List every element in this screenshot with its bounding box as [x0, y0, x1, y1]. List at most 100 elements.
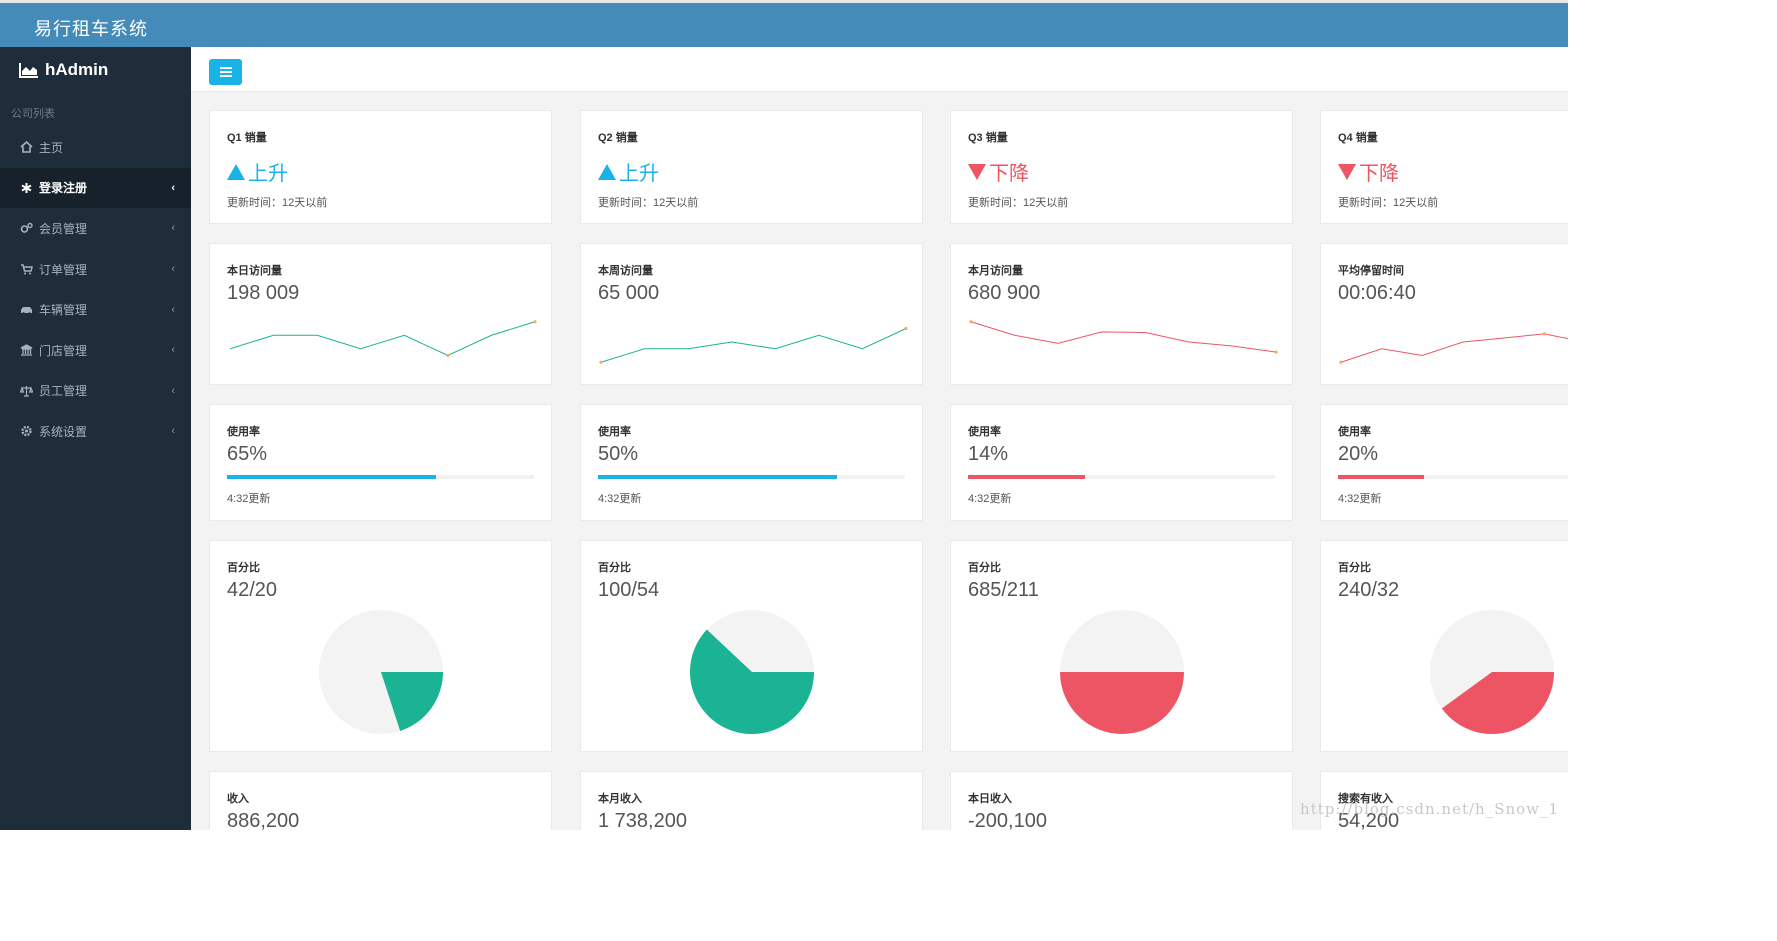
sidebar-item-label: 车辆管理: [39, 303, 88, 318]
usage-card: 使用率 65% 4:32更新: [209, 404, 552, 521]
triangle-down-icon: [968, 163, 986, 180]
chevron-left-icon: ‹: [171, 384, 175, 397]
sparkline-chart: [969, 320, 1278, 354]
sales-card: Q4 销量下降更新时间：12天以前: [1320, 110, 1568, 224]
sidebar-menu: 主页 登录注册 ‹ 会员管理 ‹ 订单管理 ‹ 车辆管理 ‹ 门店管理 ‹ 员工管理 ‹ 系统设置 ‹: [0, 127, 191, 452]
usage-value: 50%: [598, 443, 639, 465]
sidebar-item-2[interactable]: 会员管理 ‹: [0, 208, 191, 249]
sparkline-line: [970, 321, 1277, 353]
hamburger-icon: [219, 65, 232, 80]
content-header: [191, 47, 1568, 92]
percent-card: 百分比 100/54: [580, 540, 923, 752]
sparkline-line: [600, 328, 907, 363]
sidebar-item-5[interactable]: 门店管理 ‹: [0, 330, 191, 371]
usage-card: 使用率 14% 4:32更新: [950, 404, 1293, 521]
sales-card: Q1 销量上升更新时间：12天以前: [209, 110, 552, 224]
trend-label: 下降: [989, 163, 1029, 185]
pie-slice-value: [1060, 672, 1184, 734]
percent-value: 100/54: [598, 579, 660, 601]
card-title: 搜索有收入: [1338, 793, 1393, 805]
percent-value: 240/32: [1338, 579, 1400, 601]
card-title: 本日收入: [968, 793, 1012, 805]
bank-icon: [19, 343, 33, 357]
card-title: 使用率: [227, 426, 260, 438]
sparkline-point: [1274, 350, 1278, 354]
pie-chart: [319, 610, 443, 734]
percent-card: 百分比 42/20: [209, 540, 552, 752]
visits-card: 本月访问量 680 900: [950, 243, 1293, 385]
chevron-left-icon: ‹: [171, 303, 175, 316]
sales-card: Q2 销量 上升 更新时间：12天以前: [580, 110, 923, 224]
chevron-left-icon: ‹: [171, 263, 175, 276]
progress-fill: [598, 475, 838, 479]
app-frame: 易行租车系统 hAdmin 公司列表 主页 登录注册 ‹ 会员管理 ‹ 订单管理 ‹ 车辆管理…: [0, 0, 1568, 830]
progress-track: [968, 475, 1275, 479]
sidebar-item-label: 登录注册: [39, 181, 88, 196]
pie-chart: [690, 610, 814, 734]
trend-indicator: 上升: [227, 157, 288, 186]
card-title: 本日访问量: [227, 265, 282, 277]
asterisk-icon: [19, 181, 33, 195]
usage-card: 使用率 50% 4:32更新: [580, 404, 923, 521]
progress-fill: [968, 475, 1085, 479]
pie-chart: [1430, 610, 1554, 734]
trend-indicator: 下降: [968, 157, 1029, 186]
visits-card: 平均停留时间 00:06:40: [1320, 243, 1568, 385]
update-time: 4:32更新: [1338, 493, 1382, 505]
income-card: 本日收入 -200,100: [950, 771, 1293, 830]
card-title: Q4 销量: [1338, 132, 1378, 144]
area-chart-icon: [19, 62, 39, 78]
card-title: 使用率: [598, 426, 631, 438]
pie-slice-value: [690, 629, 814, 734]
sidebar-section-label: 公司列表: [11, 108, 55, 120]
sparkline-chart: [229, 320, 537, 358]
update-time: 更新时间：12天以前: [227, 197, 328, 209]
progress-track: [1338, 475, 1568, 479]
progress-track: [598, 475, 905, 479]
sparkline-point: [1339, 360, 1343, 364]
sidebar-item-label: 订单管理: [39, 262, 88, 277]
triangle-up-icon: [227, 163, 245, 180]
home-icon: [19, 140, 33, 154]
sidebar-item-0[interactable]: 主页: [0, 127, 191, 168]
gear-icon: [19, 424, 33, 438]
pie-slice-value: [1441, 672, 1554, 734]
chevron-left-icon: ‹: [171, 344, 175, 357]
triangle-up-icon: [598, 163, 616, 180]
sidebar-item-3[interactable]: 订单管理 ‹: [0, 249, 191, 290]
trend-label: 下降: [1359, 163, 1399, 185]
update-time: 4:32更新: [227, 493, 271, 505]
pie-slice-value: [381, 672, 443, 731]
update-time: 4:32更新: [598, 493, 642, 505]
triangle-down-icon: [1338, 163, 1356, 180]
percent-value: 42/20: [227, 579, 278, 601]
income-card: 本月收入 1 738,200: [580, 771, 923, 830]
chevron-left-icon: ‹: [171, 181, 175, 194]
sidebar-item-6[interactable]: 员工管理 ‹: [0, 371, 191, 412]
logo[interactable]: hAdmin: [19, 60, 108, 80]
card-title: 百分比: [1338, 562, 1371, 574]
card-title: 使用率: [1338, 426, 1371, 438]
trend-indicator: 下降: [1338, 157, 1399, 186]
sidebar-item-4[interactable]: 车辆管理 ‹: [0, 289, 191, 330]
trend-label: 上升: [248, 163, 288, 185]
card-title: Q1 销量: [227, 132, 267, 144]
sidebar-item-1[interactable]: 登录注册 ‹: [0, 167, 191, 209]
card-title: 使用率: [968, 426, 1001, 438]
chevron-left-icon: ‹: [171, 222, 175, 235]
progress-track: [227, 475, 534, 479]
card-title: 本月访问量: [968, 265, 1023, 277]
update-time: 更新时间：12天以前: [968, 197, 1069, 209]
menu-toggle-button[interactable]: [209, 59, 242, 85]
card-title: 本月收入: [598, 793, 642, 805]
visits-card: 本周访问量 65 000: [580, 243, 923, 385]
sidebar-item-label: 系统设置: [39, 424, 88, 439]
update-time: 更新时间：12天以前: [1338, 197, 1439, 209]
sparkline-point: [969, 320, 973, 324]
sidebar-item-label: 主页: [39, 140, 64, 155]
sidebar-item-7[interactable]: 系统设置 ‹: [0, 411, 191, 452]
sidebar-item-label: 员工管理: [39, 384, 88, 399]
sparkline-line: [1340, 333, 1568, 363]
sales-card: Q3 销量 下降 更新时间：12天以前: [950, 110, 1293, 224]
visits-value: 198 009: [227, 282, 300, 304]
